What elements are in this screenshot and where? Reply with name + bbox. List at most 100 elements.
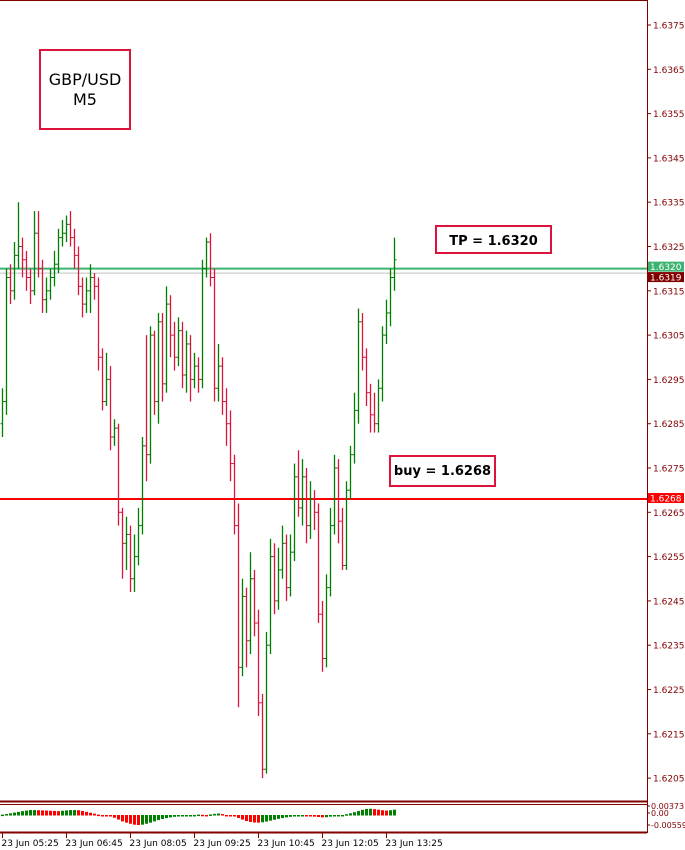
ohlc-bar xyxy=(72,228,77,269)
y-tick-label: 1.6245 xyxy=(653,597,685,607)
y-tick-label: 1.6205 xyxy=(653,775,685,785)
indicator-bar xyxy=(61,810,64,816)
price-levels xyxy=(0,267,647,501)
indicator-bar xyxy=(197,814,200,817)
indicator-bar xyxy=(9,813,12,816)
indicator-bar xyxy=(313,815,316,817)
ohlc-bar xyxy=(304,468,309,544)
ohlc-bar xyxy=(380,326,385,402)
ohlc-bar xyxy=(340,507,345,570)
indicator-bar xyxy=(49,810,52,816)
ohlc-bar xyxy=(4,268,9,415)
ohlc-bar xyxy=(56,228,61,274)
indicator-bar xyxy=(377,809,380,816)
indicator-bar xyxy=(329,815,332,817)
indicator-bar xyxy=(17,811,20,816)
ohlc-bar xyxy=(336,459,341,544)
ohlc-bar xyxy=(120,507,125,579)
indicator-bar xyxy=(237,815,240,818)
y-tick-label: 1.6335 xyxy=(653,199,685,209)
indicator-bar xyxy=(169,815,172,818)
ohlc-bar xyxy=(392,237,397,291)
indicator-bar xyxy=(41,810,44,816)
indicator-bar xyxy=(269,815,272,821)
ohlc-bar xyxy=(256,609,261,717)
ohlc-bar xyxy=(348,445,353,500)
indicator-bar xyxy=(105,815,108,817)
ohlc-bar xyxy=(200,259,205,389)
ohlc-bar xyxy=(172,321,177,371)
ohlc-bar xyxy=(300,459,305,526)
ohlc-bar xyxy=(92,273,97,300)
indicator-bar xyxy=(225,814,228,817)
y-tick-label: 1.6275 xyxy=(653,465,685,475)
ohlc-bar xyxy=(312,490,317,531)
indicator-bar xyxy=(125,815,128,823)
indicator-bar xyxy=(389,810,392,816)
indicator-bar xyxy=(89,812,92,816)
indicator-bar xyxy=(393,809,396,816)
indicator-bar xyxy=(257,815,260,823)
indicator-bar xyxy=(181,815,184,817)
price-tag-1.6319 xyxy=(648,272,684,283)
indicator-bar xyxy=(149,815,152,823)
ohlc-bar xyxy=(288,534,293,597)
indicator-bar xyxy=(325,815,328,818)
indicator-bar xyxy=(37,810,40,816)
indicator-bar xyxy=(333,815,336,817)
ohlc-bar xyxy=(144,335,149,482)
ohlc-bar xyxy=(68,211,73,247)
symbol-text: GBP/USD xyxy=(48,69,122,89)
indicator-tick-label: 0.00373 xyxy=(651,802,684,811)
indicator-bar xyxy=(285,815,288,818)
indicator-bar xyxy=(373,809,376,816)
indicator-bar xyxy=(261,815,264,823)
indicator-bar xyxy=(229,815,232,817)
ohlc-bar xyxy=(384,299,389,344)
indicator-bar xyxy=(301,815,304,817)
indicator-bar xyxy=(253,815,256,823)
indicator-bar xyxy=(293,815,296,817)
indicator-bar xyxy=(209,814,212,816)
ohlc-bar xyxy=(204,237,209,278)
indicator-bar xyxy=(57,811,60,816)
indicator-bar xyxy=(21,811,24,816)
chart-frame xyxy=(0,0,648,834)
ohlc-bar xyxy=(36,211,41,278)
ohlc-bar xyxy=(188,335,193,402)
ohlc-bar xyxy=(40,259,45,313)
ohlc-bar xyxy=(356,308,361,424)
y-tick-label: 1.6235 xyxy=(653,642,685,652)
ohlc-bar xyxy=(64,215,69,243)
symbol-label-box: GBP/USD M5 xyxy=(39,49,131,130)
ohlc-bar xyxy=(108,366,113,451)
buy-price-label: buy = 1.6268 xyxy=(389,455,496,487)
indicator-bar xyxy=(297,815,300,817)
ohlc-bar xyxy=(176,317,181,367)
ohlc-bar xyxy=(148,326,153,464)
ohlc-bar xyxy=(284,534,289,601)
indicator-bar xyxy=(161,815,164,820)
ohlc-bar xyxy=(328,507,333,597)
y-tick-label: 1.6265 xyxy=(653,509,685,519)
ohlc-bar xyxy=(116,423,121,526)
ohlc-bar xyxy=(0,388,5,437)
ohlc-bar xyxy=(84,277,89,313)
ohlc-bar xyxy=(76,246,81,296)
indicator-bar xyxy=(101,815,104,817)
y-tick-label: 1.6215 xyxy=(653,730,685,740)
ohlc-bars xyxy=(0,202,397,779)
ohlc-bar xyxy=(360,312,365,371)
x-tick-label: 23 Jun 08:05 xyxy=(130,839,187,849)
y-tick-label: 1.6325 xyxy=(653,243,685,253)
ohlc-bar xyxy=(100,348,105,411)
x-tick-label: 23 Jun 12:05 xyxy=(322,839,379,849)
y-tick-label: 1.6225 xyxy=(653,686,685,696)
indicator-bar xyxy=(13,812,16,816)
indicator-bar xyxy=(145,815,148,824)
ohlc-bar xyxy=(196,357,201,393)
ohlc-bar xyxy=(352,392,357,464)
ohlc-bar xyxy=(12,242,17,300)
